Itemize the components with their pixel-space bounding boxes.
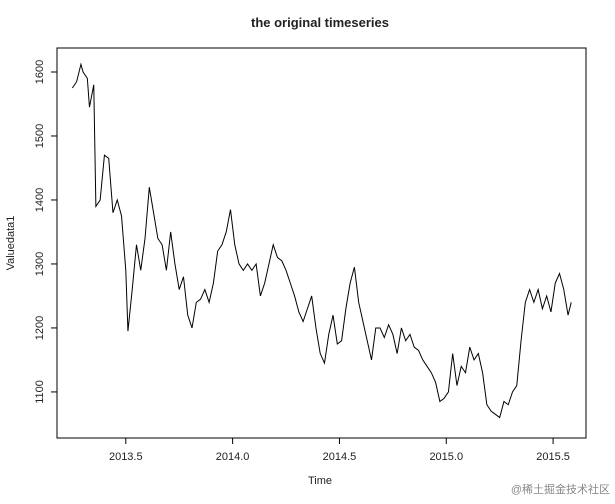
y-tick-label: 1200 <box>34 316 46 340</box>
y-tick-label: 1100 <box>34 380 46 404</box>
y-tick-label: 1300 <box>34 252 46 276</box>
x-tick-label: 2015.0 <box>429 451 463 463</box>
x-tick-label: 2014.5 <box>323 451 357 463</box>
x-tick-label: 2013.5 <box>109 451 143 463</box>
watermark: @稀土掘金技术社区 <box>511 482 610 496</box>
chart-title: the original timeseries <box>251 15 389 30</box>
x-tick-label: 2014.0 <box>216 451 250 463</box>
y-axis-label: Valuedata1 <box>5 216 17 271</box>
y-tick-label: 1400 <box>34 188 46 212</box>
x-axis-label: Time <box>308 475 332 487</box>
y-tick-label: 1500 <box>34 124 46 148</box>
x-tick-label: 2015.5 <box>536 451 570 463</box>
y-tick-label: 1600 <box>34 60 46 84</box>
data-line <box>71 62 572 419</box>
plot-box <box>56 47 587 439</box>
